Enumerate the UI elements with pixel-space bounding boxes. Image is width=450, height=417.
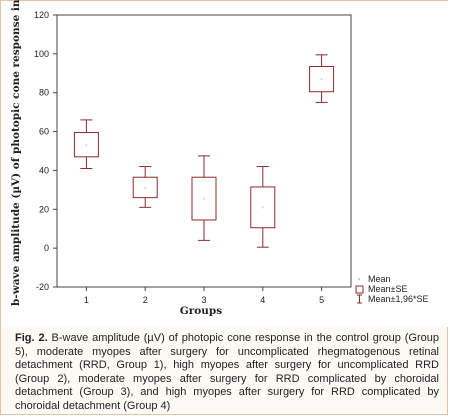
box-group-2 [132,166,158,208]
x-tick-label: 2 [143,295,148,305]
x-tick-label: 3 [201,295,206,305]
legend-se-symbol [355,285,364,294]
plot-frame [56,14,352,288]
y-tick-label: 20 [39,204,49,214]
caption-text: B-wave amplitude (µV) of photopic cone r… [15,332,439,412]
y-tick-label: 100 [34,49,49,59]
figure-caption: Fig. 2. B-wave amplitude (µV) of photopi… [15,332,439,414]
mean-marker [320,78,323,81]
mean-marker [144,186,147,189]
mean-marker [203,197,205,200]
y-tick-label: -20 [36,282,49,292]
mean-marker [261,206,264,209]
y-tick-label: 40 [39,165,49,175]
box-group-5 [309,54,335,103]
box-group-4 [250,166,276,248]
se-box [73,132,99,158]
y-tick-label: 120 [34,10,49,20]
mean-marker [85,144,88,147]
y-tick-label: 60 [39,127,49,137]
x-axis-ticks: 1 2 3 4 5 [84,287,324,305]
y-axis-label: b-wave amplitude (µV) of photopic cone r… [10,0,22,306]
y-axis-ticks: -20 0 20 40 60 80 100 120 [34,10,57,292]
y-tick-label: 0 [44,243,49,253]
y-tick-label: 80 [39,88,49,98]
y-axis-label-container: b-wave amplitude (µV) of photopic cone r… [10,0,24,306]
legend-mean-symbol [358,278,360,280]
x-axis-label: Groups [180,305,222,317]
legend-entry-label: Mean±1,96*SE [368,294,428,304]
legend-entry-label: Mean [368,274,391,284]
x-tick-label: 5 [319,295,324,305]
legend-entry-label: Mean±SE [368,284,407,294]
box-group-3 [191,155,217,241]
caption-label: Fig. 2. [15,332,48,344]
x-tick-label: 4 [260,295,265,305]
box-group-1 [73,119,99,169]
x-tick-label: 1 [84,295,89,305]
boxes [73,54,335,248]
axes [56,14,352,288]
